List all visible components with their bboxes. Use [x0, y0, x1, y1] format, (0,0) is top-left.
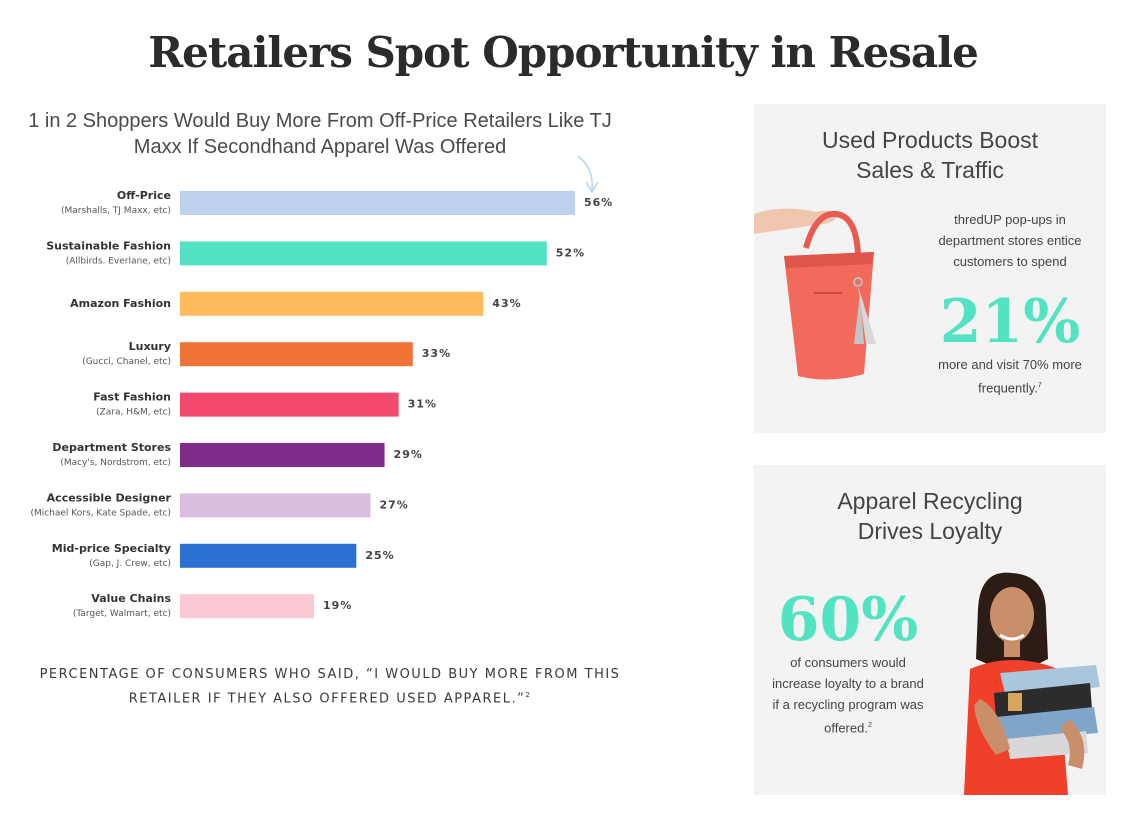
category-label-8: Value Chains: [91, 592, 171, 605]
panel1-title: Used Products Boost Sales & Traffic: [754, 125, 1106, 185]
value-label-0: 56%: [584, 196, 613, 209]
value-label-7: 25%: [365, 549, 394, 562]
panel1-text: thredUP pop-ups in department stores ent…: [938, 212, 1082, 269]
panel1-footnote: 7: [1037, 382, 1042, 389]
value-label-4: 31%: [408, 398, 437, 411]
panel2-text: of consumers would increase loyalty to a…: [768, 652, 928, 738]
category-sublabel-4: (Zara, H&M, etc): [96, 408, 171, 418]
recycling-loyalty-panel: Apparel Recycling Drives Loyalty 60% of …: [754, 465, 1106, 795]
handbag-illustration-icon: [754, 208, 876, 380]
category-sublabel-5: (Macy's, Nordstrom, etc): [60, 458, 171, 468]
arrow-icon: [577, 155, 599, 194]
page-title: Retailers Spot Opportunity in Resale: [148, 28, 979, 77]
bar-8: [180, 594, 315, 619]
panel2-text-body: of consumers would increase loyalty to a…: [772, 655, 924, 736]
sales-traffic-panel: Used Products Boost Sales & Traffic thre…: [754, 104, 1106, 433]
bar-chart: 56% Off-Price (Marshalls, TJ Maxx, etc) 52%…: [30, 155, 613, 619]
chart-caption: PERCENTAGE OF CONSUMERS WHO SAID, “I WOU…: [20, 664, 640, 709]
bar-0: [180, 191, 575, 215]
category-sublabel-1: (Allbirds. Everlane, etc): [66, 256, 171, 266]
panel2-title-line2: Drives Loyalty: [857, 518, 1003, 544]
category-label-4: Fast Fashion: [93, 391, 171, 404]
category-label-2: Amazon Fashion: [70, 297, 171, 310]
chart-title: 1 in 2 Shoppers Would Buy More From Off-…: [28, 110, 612, 158]
category-sublabel-8: (Target, Walmart, etc): [73, 609, 171, 619]
panel1-title-line2: Sales & Traffic: [856, 157, 1004, 183]
value-label-2: 43%: [492, 297, 521, 310]
bar-7: [180, 543, 357, 568]
value-label-6: 27%: [379, 498, 408, 511]
panel1-big-number: 21%: [939, 287, 1081, 357]
value-label-3: 33%: [422, 347, 451, 360]
category-sublabel-0: (Marshalls, TJ Maxx, etc): [61, 206, 171, 216]
woman-holding-clothes-illustration-icon: [964, 572, 1100, 795]
bar-3: [180, 342, 413, 367]
category-sublabel-3: (Gucci, Chanel, etc): [82, 357, 171, 367]
category-label-1: Sustainable Fashion: [46, 239, 171, 252]
caption-footnote: 2: [525, 691, 532, 699]
value-label-1: 52%: [556, 246, 585, 259]
bar-1: [180, 241, 547, 266]
panel2-footnote: 2: [867, 722, 872, 729]
panel2-title-line1: Apparel Recycling: [837, 488, 1023, 514]
panel2-title: Apparel Recycling Drives Loyalty: [754, 486, 1106, 546]
panel1-text2-body: more and visit 70% more frequently.: [938, 357, 1082, 396]
category-label-6: Accessible Designer: [47, 491, 172, 504]
value-label-8: 19%: [323, 599, 352, 612]
bar-2: [180, 291, 484, 316]
category-label-5: Department Stores: [52, 441, 171, 454]
panel1-title-line1: Used Products Boost: [821, 127, 1039, 153]
bar-5: [180, 443, 385, 467]
value-label-5: 29%: [394, 448, 423, 461]
category-label-7: Mid-price Specialty: [52, 542, 171, 555]
panel1-text2: more and visit 70% more frequently.7: [922, 354, 1098, 398]
bar-6: [180, 493, 371, 518]
category-sublabel-7: (Gap, J. Crew, etc): [89, 559, 171, 569]
category-label-0: Off-Price: [117, 189, 171, 202]
caption-text: PERCENTAGE OF CONSUMERS WHO SAID, “I WOU…: [39, 667, 621, 707]
category-label-3: Luxury: [129, 340, 171, 353]
panel2-big-number: 60%: [777, 585, 919, 655]
bar-4: [180, 392, 399, 417]
category-sublabel-6: (Michael Kors, Kate Spade, etc): [30, 508, 171, 518]
